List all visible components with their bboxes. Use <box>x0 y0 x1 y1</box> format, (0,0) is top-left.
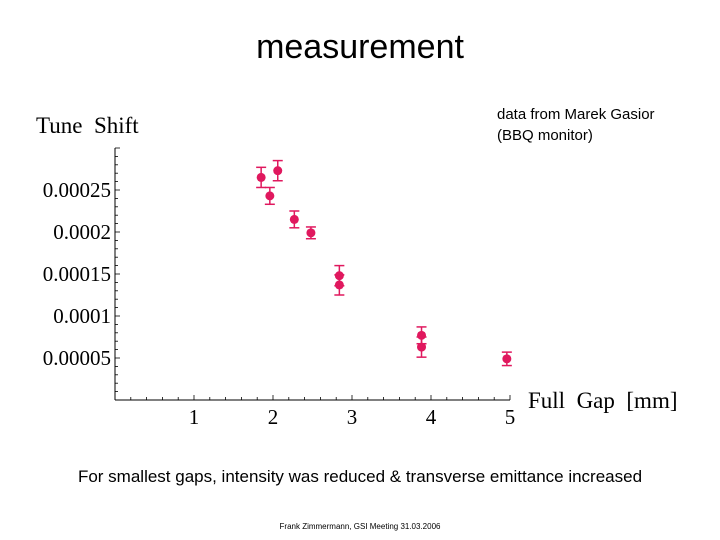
chart-axes <box>114 147 511 401</box>
point-marker <box>306 228 316 238</box>
x-tick-labels: 1 2 3 4 5 <box>189 405 516 429</box>
y-axis-label: Tune Shift <box>36 113 139 138</box>
y-tick-label: 0.0001 <box>53 304 111 328</box>
data-point <box>501 351 512 367</box>
data-point <box>256 166 267 189</box>
x-axis-label: Full Gap [mm] <box>528 388 678 413</box>
data-point <box>289 210 300 229</box>
slide-caption: For smallest gaps, intensity was reduced… <box>77 467 643 486</box>
data-point <box>334 274 345 296</box>
data-points <box>256 159 512 367</box>
y-tick-label: 0.00025 <box>43 178 111 202</box>
data-source-note: data from Marek Gasior (BBQ monitor) <box>497 104 655 146</box>
data-point <box>272 159 283 182</box>
y-tick-label: 0.0002 <box>53 220 111 244</box>
data-point <box>264 186 275 206</box>
slide-title: measurement <box>256 28 464 66</box>
y-tick-label: 0.00005 <box>43 346 111 370</box>
x-tick-label: 5 <box>505 405 516 429</box>
point-marker <box>417 342 427 352</box>
data-point <box>416 336 427 358</box>
x-tick-label: 3 <box>347 405 358 429</box>
y-tick-label: 0.00015 <box>43 262 111 286</box>
point-marker <box>273 166 283 176</box>
point-marker <box>289 214 299 224</box>
y-tick-labels: 0.00005 0.0001 0.00015 0.0002 0.00025 <box>43 178 111 370</box>
data-source-line1: data from Marek Gasior <box>497 106 655 123</box>
point-marker <box>256 172 266 182</box>
x-tick-label: 1 <box>189 405 200 429</box>
x-tick-label: 2 <box>268 405 279 429</box>
point-marker <box>265 191 275 201</box>
x-tick-label: 4 <box>426 405 437 429</box>
slide-footer: Frank Zimmermann, GSI Meeting 31.03.2006 <box>279 522 441 531</box>
data-source-line2: (BBQ monitor) <box>497 127 593 144</box>
data-point <box>305 226 316 240</box>
point-marker <box>502 354 512 364</box>
point-marker <box>334 280 344 290</box>
